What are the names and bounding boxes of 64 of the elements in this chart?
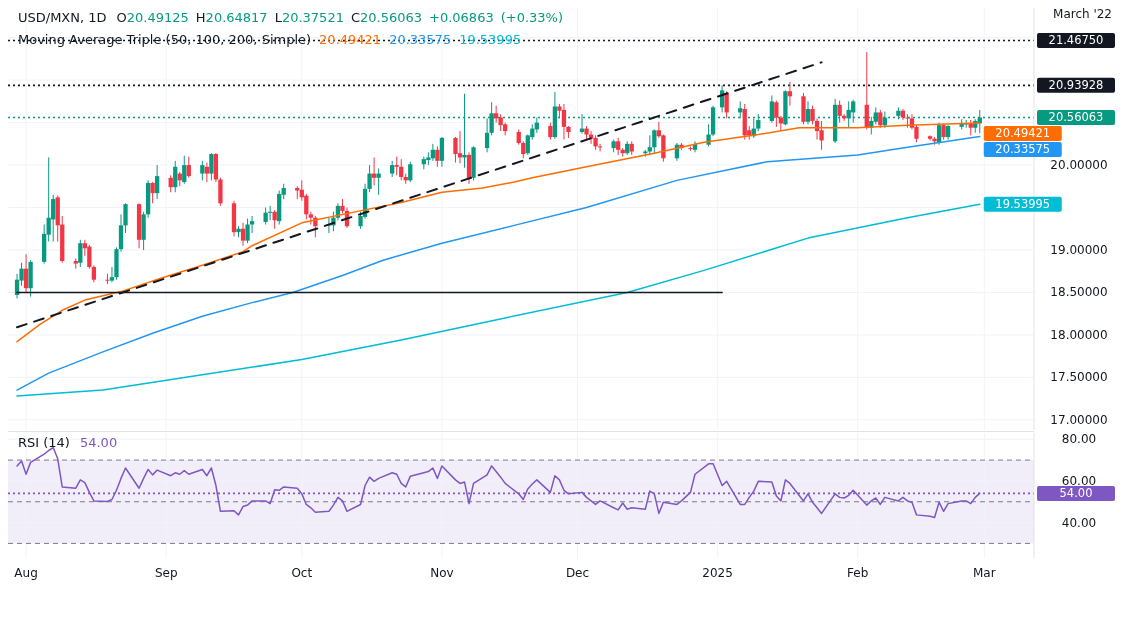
- candlestick: [186, 156, 191, 179]
- candlestick: [652, 128, 657, 154]
- candlestick: [204, 162, 210, 183]
- candlestick: [51, 194, 56, 242]
- ref-line-label: 20.56063: [1048, 110, 1104, 125]
- candlestick: [209, 152, 214, 181]
- candlestick: [787, 81, 793, 107]
- candlestick: [805, 100, 811, 125]
- x-tick-label: Dec: [565, 566, 590, 580]
- data-label: 20.49421: [995, 126, 1051, 141]
- text: 20.33575: [389, 32, 452, 47]
- y-tick-label: 80.00: [1061, 432, 1097, 447]
- x-tick-label: 2025: [702, 566, 733, 580]
- y-tick-label: 40.00: [1061, 515, 1097, 530]
- candlestick: [304, 193, 309, 220]
- candlestick: [182, 155, 187, 185]
- candlestick: [78, 239, 83, 268]
- candlestick: [819, 120, 824, 151]
- x-tick-label: Aug: [14, 566, 38, 580]
- candlestick: [408, 161, 413, 183]
- candlestick: [774, 100, 779, 128]
- x-tick-label: Sep: [154, 566, 178, 580]
- y-tick-label: 18.50000: [1050, 285, 1108, 300]
- x-tick-label: Nov: [430, 566, 454, 580]
- candlestick: [466, 151, 472, 185]
- candlestick: [155, 164, 160, 200]
- candlestick: [484, 117, 490, 153]
- x-tick-label: Mar: [972, 566, 996, 580]
- text: 19.53995: [459, 32, 522, 47]
- candlestick: [245, 218, 250, 244]
- ref-line-label: 21.46750: [1048, 33, 1104, 48]
- candlestick: [399, 158, 404, 181]
- y-tick-label: 18.00000: [1050, 327, 1108, 342]
- y-tick-label: 60.00: [1061, 473, 1097, 488]
- data-label: 20.33575: [995, 142, 1051, 157]
- candlestick: [837, 100, 842, 124]
- y-tick-label: 17.50000: [1050, 370, 1108, 385]
- y-tick-label: 17.00000: [1050, 412, 1108, 427]
- text: 20.49421: [319, 32, 382, 47]
- chart-title: USD/MXN, 1D: [18, 10, 107, 25]
- line-series: [16, 135, 981, 391]
- y-tick-label: 20.00000: [1050, 158, 1108, 173]
- candlestick: [105, 273, 110, 285]
- candlestick: [394, 156, 399, 176]
- candlestick: [173, 160, 178, 193]
- chart-title: RSI (14): [18, 435, 70, 450]
- candlestick: [688, 145, 693, 152]
- line-series: [16, 203, 981, 397]
- candlestick: [376, 167, 381, 196]
- candlestick: [150, 181, 155, 204]
- text: March '22: [1053, 7, 1112, 21]
- data-label: 19.53995: [995, 197, 1051, 212]
- text: O20.49125 H20.64817 L20.37521 C20.56063 +0.06863 (+0.33%): [116, 10, 564, 25]
- ref-line-label: 20.93928: [1048, 78, 1104, 93]
- y-tick-label: 19.00000: [1050, 242, 1108, 257]
- ref-line-label: 54.00: [1059, 486, 1093, 501]
- chart-subtitle: 54.00: [79, 435, 118, 450]
- candlestick: [439, 136, 445, 168]
- candlestick: [435, 145, 440, 168]
- candlestick: [23, 253, 29, 293]
- x-tick-label: Oct: [291, 566, 313, 580]
- candlestick: [493, 105, 499, 124]
- x-tick-label: Feb: [847, 566, 869, 580]
- candlestick: [200, 160, 205, 181]
